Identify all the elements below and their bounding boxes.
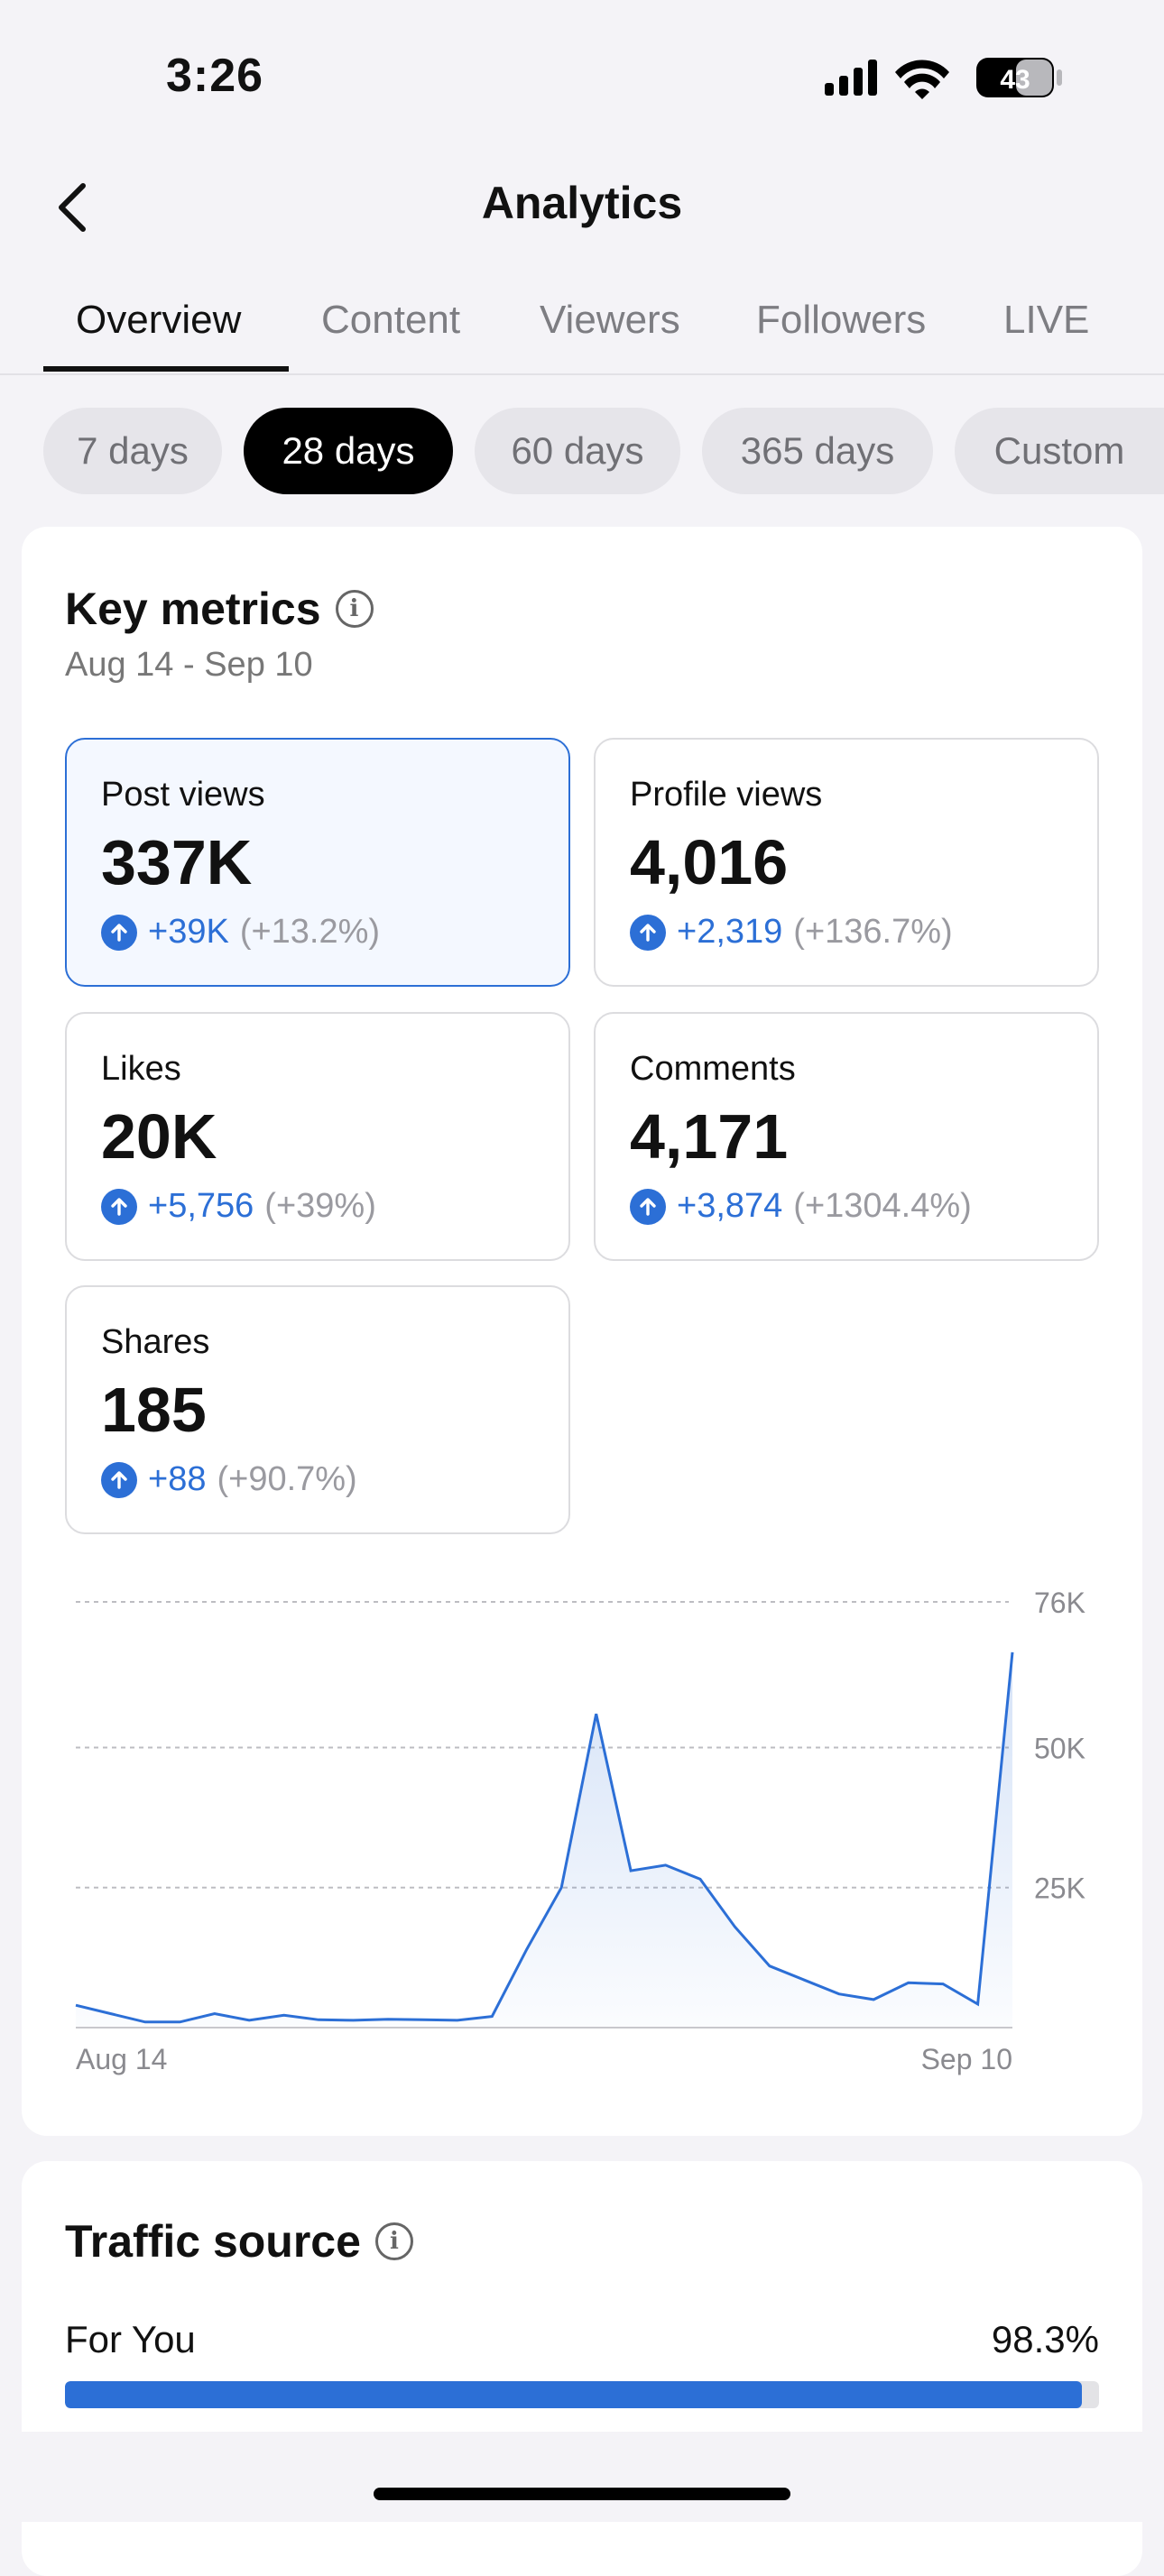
metric-profile-views[interactable]: Profile views 4,016 +2,319 (+136.7%) [594, 738, 1099, 987]
bottom-safe-area [0, 2432, 1164, 2522]
arrow-up-icon [101, 1461, 137, 1498]
metric-change: +39K (+13.2%) [101, 913, 380, 952]
x-tick-label: Aug 14 [76, 2043, 167, 2075]
metric-change: +3,874 (+1304.4%) [630, 1187, 972, 1226]
metric-percent: (+136.7%) [793, 913, 953, 951]
date-range: Aug 14 - Sep 10 [65, 646, 313, 684]
cellular-signal-icon [825, 60, 877, 96]
arrow-up-icon [101, 914, 137, 951]
home-indicator[interactable] [374, 2488, 790, 2500]
y-tick-label: 25K [1034, 1872, 1085, 1905]
traffic-source-heading: Traffic source [65, 2216, 361, 2267]
tab-followers[interactable]: Followers [756, 298, 927, 342]
metric-value: 4,171 [630, 1101, 789, 1172]
traffic-source-bar-fill [65, 2381, 1082, 2408]
metric-change: +2,319 (+136.7%) [630, 913, 953, 952]
metric-label: Comments [630, 1050, 796, 1088]
period-365-days[interactable]: 365 days [702, 408, 933, 494]
info-icon[interactable]: i [335, 590, 374, 628]
metric-change: +88 (+90.7%) [101, 1460, 357, 1499]
metric-value: 185 [101, 1375, 207, 1445]
metric-shares[interactable]: Shares 185 +88 (+90.7%) [65, 1285, 570, 1534]
back-button[interactable] [36, 171, 108, 244]
metric-label: Shares [101, 1323, 210, 1361]
metric-label: Likes [101, 1050, 181, 1088]
info-icon[interactable]: i [374, 2222, 413, 2260]
traffic-source-bar [65, 2381, 1099, 2408]
wifi-icon [895, 60, 949, 99]
metric-percent: (+90.7%) [217, 1460, 357, 1498]
metric-delta: +3,874 [677, 1187, 783, 1225]
metric-value: 4,016 [630, 827, 789, 897]
metric-delta: +2,319 [677, 913, 783, 951]
metric-value: 337K [101, 827, 253, 897]
traffic-source-title: Traffic source i [65, 2215, 413, 2268]
battery-icon: 43 [976, 58, 1062, 97]
tab-live[interactable]: LIVE [1003, 298, 1090, 342]
metric-percent: (+39%) [264, 1187, 376, 1225]
period-28-days[interactable]: 28 days [244, 408, 453, 494]
arrow-up-icon [630, 914, 666, 951]
metric-likes[interactable]: Likes 20K +5,756 (+39%) [65, 1012, 570, 1261]
metric-percent: (+1304.4%) [793, 1187, 972, 1225]
page-title: Analytics [481, 178, 683, 228]
y-tick-label: 50K [1034, 1732, 1085, 1764]
active-tab-indicator [43, 366, 289, 372]
metric-delta: +39K [148, 913, 229, 951]
metric-label: Profile views [630, 776, 823, 814]
traffic-source-label: For You [65, 2318, 196, 2360]
period-7-days[interactable]: 7 days [43, 408, 222, 494]
chevron-left-icon [59, 183, 86, 232]
metric-comments[interactable]: Comments 4,171 +3,874 (+1304.4%) [594, 1012, 1099, 1261]
chart-area-fill [76, 1651, 1012, 2028]
metric-change: +5,756 (+39%) [101, 1187, 376, 1226]
period-custom[interactable]: Custom [955, 408, 1164, 494]
arrow-up-icon [630, 1188, 666, 1225]
traffic-source-percent: 98.3% [991, 2318, 1099, 2360]
tab-content[interactable]: Content [321, 298, 461, 342]
tab-viewers[interactable]: Viewers [540, 298, 680, 342]
metric-label: Post views [101, 776, 265, 814]
arrow-up-icon [101, 1188, 137, 1225]
post-views-chart[interactable]: 76K 50K 25K Aug 14 Sep 10 [54, 1569, 1119, 2084]
key-metrics-title: Key metrics i [65, 583, 374, 635]
metric-post-views[interactable]: Post views 337K +39K (+13.2%) [65, 738, 570, 987]
tab-bar: Overview Content Viewers Followers LIVE [0, 287, 1164, 375]
metric-delta: +88 [148, 1460, 207, 1498]
x-tick-label: Sep 10 [921, 2043, 1012, 2075]
status-time: 3:26 [166, 50, 264, 102]
metric-percent: (+13.2%) [239, 913, 381, 951]
y-tick-label: 76K [1034, 1587, 1085, 1619]
metric-value: 20K [101, 1101, 217, 1172]
chart-series-line [75, 1651, 1014, 2024]
status-icons: 43 [821, 56, 1065, 101]
battery-level: 43 [1000, 65, 1030, 95]
period-60-days[interactable]: 60 days [475, 408, 680, 494]
key-metrics-heading: Key metrics [65, 584, 321, 634]
metric-delta: +5,756 [148, 1187, 254, 1225]
tab-overview[interactable]: Overview [76, 298, 242, 342]
